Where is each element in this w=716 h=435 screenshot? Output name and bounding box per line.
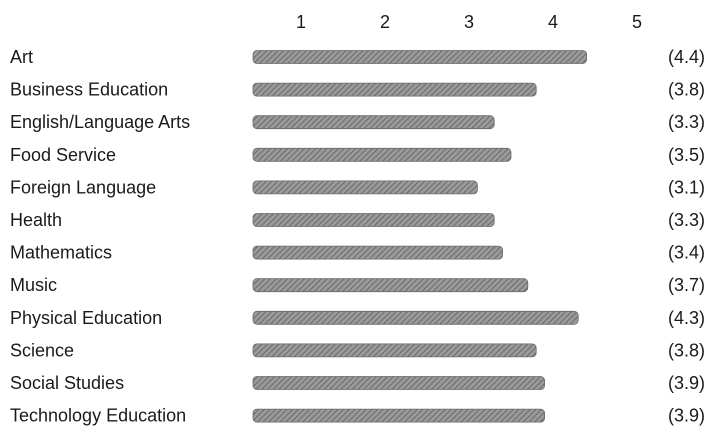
x-tick-label: 4 — [548, 12, 558, 32]
bar — [252, 82, 537, 97]
bar — [252, 245, 504, 260]
x-tick-label: 2 — [380, 12, 390, 32]
value-label: (3.8) — [668, 340, 705, 360]
category-label: Science — [10, 340, 74, 360]
category-label: Food Service — [10, 145, 116, 165]
value-label: (4.4) — [668, 47, 705, 67]
bar — [252, 213, 495, 227]
category-label: Art — [10, 47, 33, 67]
bar — [252, 310, 579, 325]
bar — [252, 115, 495, 130]
value-label: (3.5) — [668, 145, 705, 165]
x-tick-label: 3 — [464, 12, 474, 32]
bar — [252, 180, 478, 195]
value-label: (4.3) — [668, 308, 705, 328]
bar — [252, 50, 588, 64]
bar — [252, 343, 537, 358]
bar — [252, 147, 512, 162]
value-label: (3.8) — [668, 80, 705, 100]
value-label: (3.1) — [668, 177, 705, 197]
bar — [252, 376, 546, 390]
category-label: English/Language Arts — [10, 112, 190, 132]
value-label: (3.3) — [668, 112, 705, 132]
category-label: Music — [10, 275, 57, 295]
category-label: Health — [10, 210, 62, 230]
category-label: Physical Education — [10, 308, 162, 328]
chart-rows: Art (4.4) Business Education (3.8) English/L… — [10, 47, 705, 426]
value-label: (3.9) — [668, 373, 705, 393]
x-tick-label: 1 — [296, 12, 306, 32]
category-label: Foreign Language — [10, 177, 156, 197]
category-label: Business Education — [10, 80, 168, 100]
value-label: (3.9) — [668, 406, 705, 426]
value-label: (3.3) — [668, 210, 705, 230]
category-label: Mathematics — [10, 243, 112, 263]
bar — [252, 408, 546, 423]
x-axis-ticks: 1 2 3 4 5 — [296, 12, 642, 32]
category-label: Technology Education — [10, 406, 186, 426]
x-tick-label: 5 — [632, 12, 642, 32]
category-label: Social Studies — [10, 373, 124, 393]
value-label: (3.4) — [668, 243, 705, 263]
bar — [252, 278, 529, 293]
value-label: (3.7) — [668, 275, 705, 295]
